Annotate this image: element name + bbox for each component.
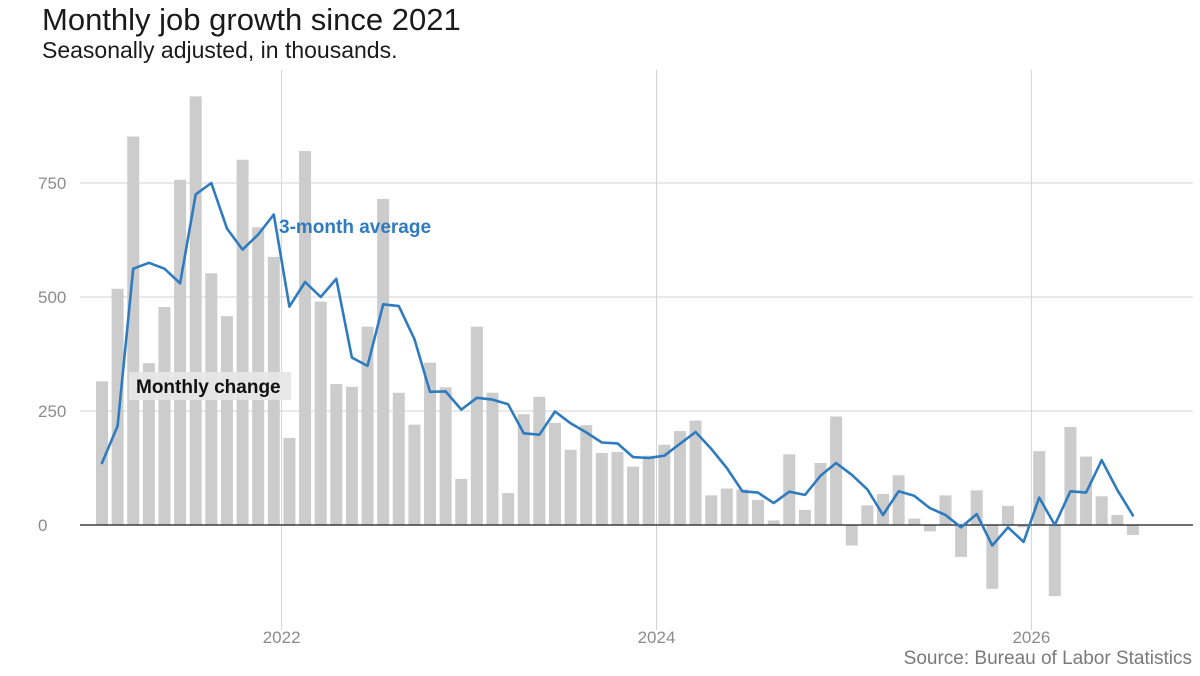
bar-monthly-change — [455, 478, 468, 525]
bar-monthly-change — [330, 384, 343, 525]
bar-monthly-change — [283, 437, 296, 525]
bar-monthly-change — [392, 392, 405, 525]
series-labels: 3-month average Monthly change — [129, 217, 431, 400]
bar-monthly-change — [783, 454, 796, 525]
y-tick-label-750: 750 — [38, 174, 66, 193]
bar-monthly-change — [424, 362, 437, 525]
bar-monthly-change — [142, 363, 155, 525]
bar-monthly-change — [548, 422, 561, 525]
bar-monthly-change — [1095, 496, 1108, 525]
bar-monthly-change — [1048, 525, 1061, 597]
bar-monthly-change — [642, 455, 655, 525]
bar-monthly-change — [1064, 426, 1077, 525]
bar-monthly-change — [361, 326, 374, 525]
bar-monthly-change — [111, 288, 124, 525]
bar-monthly-change — [236, 159, 249, 525]
bar-monthly-change — [299, 151, 312, 525]
bar-monthly-change — [158, 307, 171, 525]
bar-monthly-change — [408, 424, 421, 525]
bar-monthly-change — [595, 452, 608, 525]
bar-monthly-change — [689, 420, 702, 525]
bar-monthly-change — [611, 452, 624, 525]
bar-monthly-change — [877, 493, 889, 525]
bar-monthly-change — [580, 425, 593, 525]
bar-monthly-change — [798, 509, 811, 525]
bar-monthly-change — [174, 179, 187, 526]
bar-monthly-change — [705, 495, 718, 525]
series-label-background — [129, 372, 291, 400]
bar-monthly-change — [439, 387, 452, 525]
bar-monthly-change — [533, 396, 546, 525]
bar-monthly-change — [345, 386, 358, 525]
bar-monthly-change — [1017, 525, 1030, 528]
bar-monthly-change — [470, 326, 483, 525]
bar-monthly-change — [955, 525, 968, 557]
chart-title: Monthly job growth since 2021 — [42, 2, 461, 37]
bar-monthly-change — [189, 96, 202, 526]
y-tick-label-250: 250 — [38, 402, 66, 421]
bar-monthly-change — [673, 431, 686, 525]
bar-monthly-change — [892, 475, 905, 525]
bar-monthly-change — [220, 316, 233, 525]
bar-series-monthly-change — [96, 96, 1139, 597]
x-tick-label-2024: 2024 — [638, 628, 676, 647]
bar-monthly-change — [752, 499, 765, 525]
bar-monthly-change — [627, 466, 640, 525]
bar-monthly-change — [502, 493, 515, 525]
bar-monthly-change — [517, 414, 530, 525]
grid-lines — [80, 70, 1193, 630]
bar-monthly-change — [830, 416, 843, 525]
bar-monthly-change — [486, 392, 499, 525]
bar-monthly-change — [1033, 451, 1046, 525]
y-tick-label-0: 0 — [38, 516, 47, 535]
x-tick-label-2026: 2026 — [1012, 628, 1050, 647]
series-label-monthly-change: Monthly change — [136, 377, 281, 398]
bar-monthly-change — [377, 198, 390, 525]
bar-monthly-change — [1126, 525, 1139, 536]
bar-monthly-change — [939, 495, 952, 525]
bar-monthly-change — [1001, 505, 1014, 525]
bar-monthly-change — [736, 489, 749, 525]
bar-monthly-change — [1111, 514, 1124, 525]
bar-monthly-change — [861, 505, 874, 525]
bar-monthly-change — [845, 525, 858, 546]
source-note: Source: Bureau of Labor Statistics — [903, 648, 1192, 669]
line-series-3-month-average — [100, 181, 1135, 547]
bar-monthly-change — [564, 449, 577, 525]
bar-monthly-change — [923, 525, 936, 532]
bar-monthly-change — [314, 301, 327, 525]
bar-monthly-change — [96, 381, 108, 525]
bar-monthly-change — [720, 488, 733, 525]
y-tick-label-500: 500 — [38, 288, 66, 307]
tick-labels: 0 250 500 750 2022 2024 2026 — [38, 174, 1050, 647]
x-tick-label-2022: 2022 — [263, 628, 301, 647]
bar-monthly-change — [127, 136, 140, 525]
series-label-3-month-average: 3-month average — [279, 217, 431, 238]
line-3-month-average — [100, 181, 1135, 547]
bar-monthly-change — [908, 518, 921, 525]
bar-monthly-change — [658, 444, 671, 525]
bar-monthly-change — [767, 520, 780, 525]
chart-subtitle: Seasonally adjusted, in thousands. — [42, 37, 398, 63]
